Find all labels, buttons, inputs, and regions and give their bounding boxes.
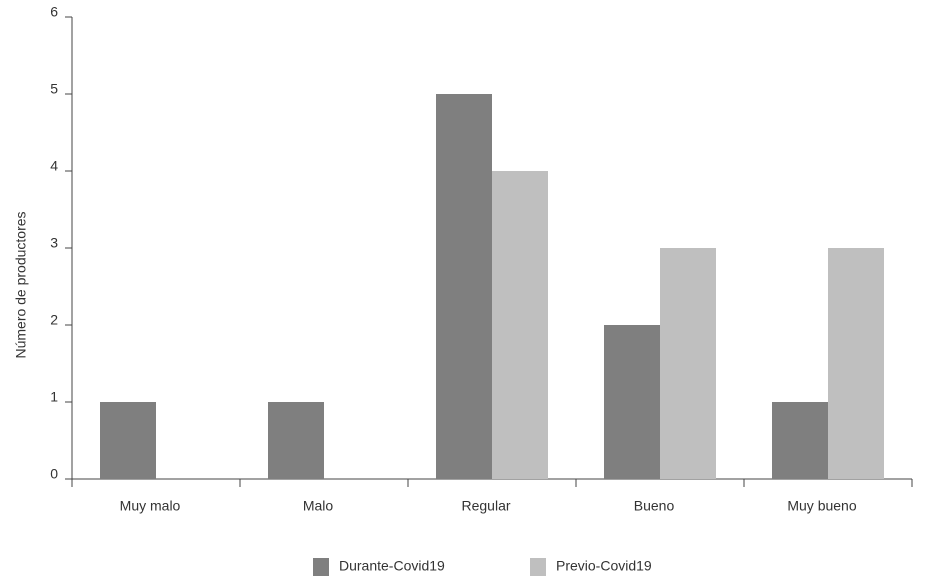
legend-swatch bbox=[313, 558, 329, 576]
y-tick-label: 1 bbox=[50, 389, 58, 405]
bar bbox=[828, 248, 884, 479]
y-tick-label: 4 bbox=[50, 158, 58, 174]
bar bbox=[772, 402, 828, 479]
bar bbox=[100, 402, 156, 479]
legend-label: Durante-Covid19 bbox=[339, 558, 445, 574]
bar bbox=[268, 402, 324, 479]
x-tick-label: Muy bueno bbox=[787, 498, 856, 514]
legend-label: Previo-Covid19 bbox=[556, 558, 652, 574]
y-tick-label: 2 bbox=[50, 312, 58, 328]
y-tick-label: 5 bbox=[50, 81, 58, 97]
bar bbox=[604, 325, 660, 479]
bar bbox=[436, 94, 492, 479]
x-tick-label: Muy malo bbox=[120, 498, 181, 514]
x-tick-label: Regular bbox=[461, 498, 510, 514]
y-tick-label: 3 bbox=[50, 235, 58, 251]
legend-swatch bbox=[530, 558, 546, 576]
y-tick-label: 6 bbox=[50, 4, 58, 20]
bar bbox=[660, 248, 716, 479]
x-tick-label: Malo bbox=[303, 498, 334, 514]
bar bbox=[492, 171, 548, 479]
y-tick-label: 0 bbox=[50, 466, 58, 482]
x-tick-label: Bueno bbox=[634, 498, 675, 514]
y-axis-label: Número de productores bbox=[13, 211, 29, 358]
